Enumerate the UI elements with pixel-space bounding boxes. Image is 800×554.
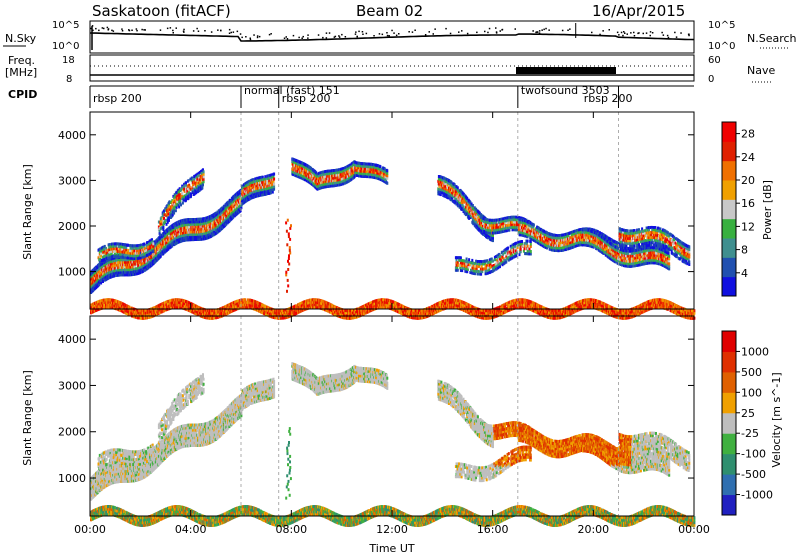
x-axis-label: Time UT [368, 542, 414, 554]
noise-right-tick-bottom: 10^0 [708, 41, 735, 52]
x-tick-label: 00:00 [678, 523, 710, 536]
colorbar-swatch [722, 238, 736, 258]
power-colorbar-label: Power [dB] [761, 180, 774, 240]
noise-panel: N.Sky 10^5 10^0 10^5 10^0 N.Search [3, 20, 797, 53]
colorbar-swatch [722, 351, 736, 372]
cpid-segment: rbsp 200 [282, 92, 331, 105]
velocity-colorbar-label: Velocity [m s^-1] [770, 372, 783, 467]
velocity-colorbar: 1000 500 100 25 -25 -100 -500 -1000 [722, 331, 773, 516]
colorbar-swatch [722, 413, 736, 434]
colorbar-swatch [722, 257, 736, 277]
radar-summary-figure: Saskatoon (fitACF) Beam 02 16/Apr/2015 N… [0, 0, 800, 554]
nave-burst-block [516, 67, 616, 74]
colorbar-swatch [722, 433, 736, 454]
cpid-label: CPID [8, 88, 37, 101]
y-tick-label: 4000 [58, 333, 86, 346]
colorbar-tick-label: 8 [741, 244, 748, 257]
y-tick-label: 3000 [58, 379, 86, 392]
colorbar-tick-label: 1000 [741, 345, 769, 358]
x-tick-label: 12:00 [376, 523, 408, 536]
x-tick-label: 16:00 [477, 523, 509, 536]
colorbar-tick-label: 16 [741, 197, 755, 210]
noise-left-label: N.Sky [5, 32, 37, 45]
cpid-segment: rbsp 200 [93, 92, 142, 105]
freq-label-2: [MHz] [5, 66, 37, 79]
power-heatmap [90, 112, 695, 320]
y-tick-label: 2000 [58, 426, 86, 439]
freq-tick-top: 18 [62, 55, 75, 66]
colorbar-swatch [722, 199, 736, 219]
date-title: 16/Apr/2015 [592, 2, 685, 20]
nave-tick-top: 60 [708, 55, 721, 66]
colorbar-tick-label: 4 [741, 267, 748, 280]
colorbar-swatch [722, 372, 736, 393]
colorbar-swatch [722, 495, 736, 516]
cpid-segment: rbsp 200 [584, 92, 633, 105]
y-tick-label: 2000 [58, 220, 86, 233]
noise-right-tick-top: 10^5 [708, 20, 735, 31]
freq-panel: Freq. [MHz] 18 8 60 0 Nave [5, 54, 775, 85]
colorbar-swatch [722, 161, 736, 181]
station-title: Saskatoon (fitACF) [92, 2, 231, 20]
noise-right-label: N.Search [747, 32, 797, 45]
x-tick-label: 04:00 [175, 523, 207, 536]
colorbar-tick-label: 100 [741, 386, 762, 399]
colorbar-tick-label: 12 [741, 220, 755, 233]
colorbar-swatch [722, 180, 736, 200]
power-colorbar: 4 8 12 16 20 24 28 [722, 122, 755, 297]
colorbar-swatch [722, 331, 736, 352]
nave-label: Nave [747, 64, 775, 77]
velocity-panel: 1000 2000 3000 4000 Slant Range [km] 1000 50… [21, 112, 783, 554]
colorbar-swatch [722, 392, 736, 413]
noise-tick-top: 10^5 [52, 20, 79, 31]
power-y-label: Slant Range [km] [21, 164, 34, 260]
colorbar-tick-label: 28 [741, 128, 755, 141]
x-tick-label: 20:00 [577, 523, 609, 536]
colorbar-swatch [722, 277, 736, 297]
colorbar-swatch [722, 474, 736, 495]
colorbar-tick-label: -1000 [741, 489, 773, 502]
y-tick-label: 3000 [58, 174, 86, 187]
y-tick-label: 1000 [58, 266, 86, 279]
colorbar-tick-label: -100 [741, 448, 766, 461]
colorbar-swatch [722, 454, 736, 475]
velocity-heatmap [90, 316, 695, 527]
colorbar-tick-label: -500 [741, 468, 766, 481]
time-x-axis: 00:00 04:00 08:00 12:00 16:00 20:00 00:00 [74, 112, 710, 536]
y-tick-label: 1000 [58, 472, 86, 485]
power-panel: 1000 2000 3000 4000 Slant Range [km] 4 8 12 16… [21, 112, 774, 320]
noise-trace [90, 23, 694, 50]
beam-title: Beam 02 [356, 2, 423, 20]
x-tick-label: 00:00 [74, 523, 106, 536]
colorbar-swatch [722, 122, 736, 142]
x-tick-label: 08:00 [275, 523, 307, 536]
colorbar-swatch [722, 219, 736, 239]
y-tick-label: 4000 [58, 129, 86, 142]
colorbar-tick-label: 25 [741, 407, 755, 420]
noise-tick-bottom: 10^0 [52, 41, 79, 52]
colorbar-tick-label: 24 [741, 151, 755, 164]
colorbar-tick-label: 500 [741, 366, 762, 379]
velocity-y-label: Slant Range [km] [21, 370, 34, 466]
colorbar-tick-label: 20 [741, 174, 755, 187]
freq-tick-bottom: 8 [66, 74, 72, 85]
colorbar-swatch [722, 141, 736, 161]
colorbar-tick-label: -25 [741, 427, 759, 440]
nave-tick-bottom: 0 [708, 74, 714, 85]
